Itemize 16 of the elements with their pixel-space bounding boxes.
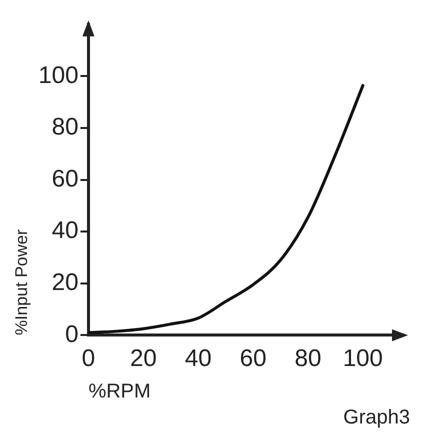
- x-tick-label: 80: [294, 345, 322, 372]
- y-tick-label: 40: [52, 217, 78, 244]
- y-tick-label: 60: [52, 165, 78, 192]
- y-axis-title: %Input Power: [12, 229, 31, 336]
- y-tick-label: 80: [52, 114, 78, 141]
- x-tick-label: 40: [184, 345, 212, 372]
- x-tick-label: 20: [130, 345, 157, 372]
- x-tick-label: 60: [240, 345, 266, 372]
- caption: Graph3: [343, 406, 410, 429]
- x-tick-label: 0: [82, 345, 96, 372]
- x-axis-title: %RPM: [88, 380, 151, 403]
- x-tick-label: 100: [342, 345, 383, 372]
- line-series: [88, 84, 364, 334]
- y-tick-label: 0: [65, 320, 78, 348]
- y-tick-label: 20: [52, 269, 78, 296]
- y-tick-label: 100: [38, 62, 78, 89]
